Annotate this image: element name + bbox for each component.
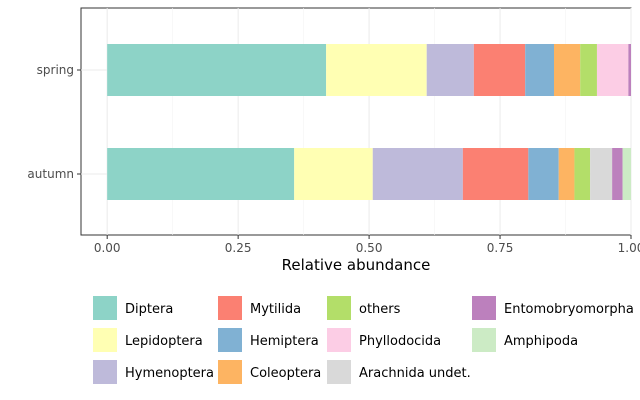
bar-segment-spring-others [580,44,597,96]
x-tick-label: 0.25 [225,241,252,255]
x-tick-label: 0.50 [356,241,383,255]
bar-segment-autumn-lepidoptera [294,148,373,200]
y-tick-label-autumn: autumn [27,167,74,181]
legend-diptera-label: Diptera [125,302,173,317]
legend-phyllodocida-label: Phyllodocida [359,334,441,349]
legend-amphipoda-label: Amphipoda [504,334,578,349]
bar-segment-autumn-mytilida [462,148,529,200]
bar-segment-spring-mytilida [473,44,526,96]
legend-mytilida-label: Mytilida [250,302,301,317]
bar-segment-autumn-hymenoptera [372,148,463,200]
bar-segment-autumn-entomobryomorpha [612,148,623,200]
bar-segment-spring-phyllodocida [596,44,629,96]
legend-entomobryomorpha-label: Entomobryomorpha [504,302,634,317]
legend-hymenoptera-label: Hymenoptera [125,366,214,381]
legend-arachnida-undet--label: Arachnida undet. [359,366,471,381]
bar-segment-spring-entomobryomorpha [628,44,631,96]
y-tick-label-spring: spring [37,63,74,77]
bar-segment-autumn-amphipoda [622,148,631,200]
bar-segment-spring-hemiptera [525,44,554,96]
legend-coleoptera-label: Coleoptera [250,366,321,381]
axes: 0.00 0.25 0.50 0.75 1.00 spring autumn [27,63,640,255]
x-tick-label: 1.00 [618,241,640,255]
legend-hymenoptera-swatch [93,360,117,384]
legend-amphipoda-swatch [472,328,496,352]
legend-hemiptera-swatch [218,328,242,352]
bar-segment-autumn-diptera [107,148,295,200]
bar-segment-autumn-hemiptera [528,148,559,200]
legend: Diptera Lepidoptera Hymenoptera Mytilida Hem… [93,296,634,384]
x-tick-label: 0.75 [487,241,514,255]
legend-others-label: others [359,302,401,317]
x-tick-label: 0.00 [94,241,121,255]
bar-segment-autumn-coleoptera [558,148,575,200]
legend-coleoptera-swatch [218,360,242,384]
bar-segment-spring-diptera [107,44,327,96]
legend-others-swatch [327,296,351,320]
x-axis-title: Relative abundance [282,256,431,274]
bar-segment-spring-lepidoptera [326,44,427,96]
legend-lepidoptera-label: Lepidoptera [125,334,203,349]
legend-mytilida-swatch [218,296,242,320]
legend-hemiptera-label: Hemiptera [250,334,319,349]
bar-segment-autumn-arachnida-undet- [590,148,613,200]
legend-phyllodocida-swatch [327,328,351,352]
legend-arachnida-undet--swatch [327,360,351,384]
bars [107,44,631,200]
legend-lepidoptera-swatch [93,328,117,352]
bar-segment-spring-coleoptera [554,44,581,96]
plot-panel [80,7,632,236]
legend-entomobryomorpha-swatch [472,296,496,320]
bar-segment-spring-hymenoptera [426,44,474,96]
legend-diptera-swatch [93,296,117,320]
bar-segment-autumn-others [574,148,591,200]
